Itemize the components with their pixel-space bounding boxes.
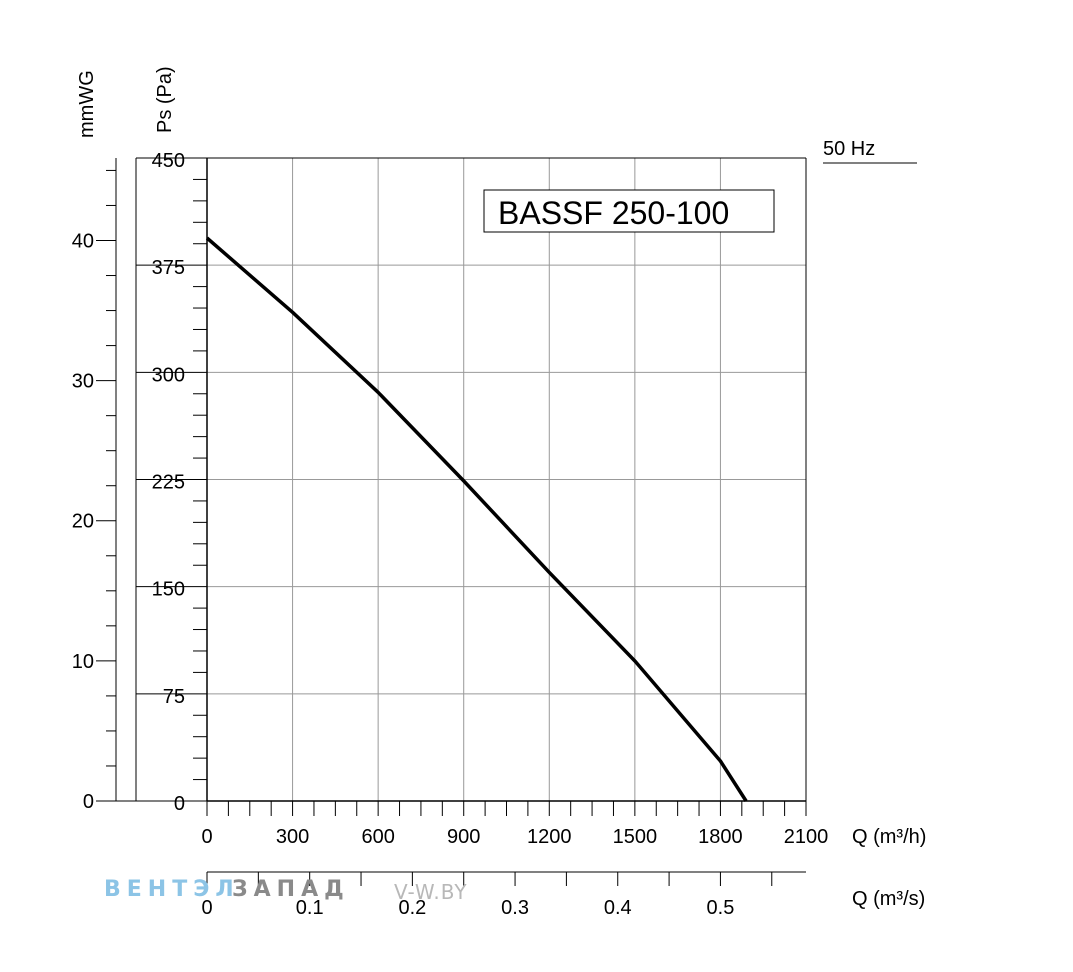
watermark-brand-blue: ВЕНТЭЛ <box>104 877 240 902</box>
axes <box>115 157 807 888</box>
x-tick-label: 1800 <box>698 826 743 848</box>
watermark-brand-gray: ЗАПАД <box>232 877 350 902</box>
tick-labels: 0 300 600 900 1200 1500 1800 210007515022530037… <box>72 150 829 919</box>
y-tick-label: 225 <box>152 472 185 494</box>
x2-tick-label: 0.3 <box>501 897 529 919</box>
y2-axis-label: mmWG <box>76 70 98 138</box>
y2-tick-label: 40 <box>72 230 94 252</box>
x-tick-label: 300 <box>276 826 309 848</box>
x-tick-label: 0 <box>201 826 212 848</box>
model-title: BASSF 250-100 <box>498 195 729 231</box>
x2-tick-label: 0.4 <box>604 897 632 919</box>
x2-tick-label: 0.2 <box>398 897 426 919</box>
y-tick-label: 150 <box>152 579 185 601</box>
y-axis-label: Ps (Pa) <box>154 66 176 133</box>
x-tick-label: 900 <box>447 826 480 848</box>
y-tick-label: 300 <box>152 364 185 386</box>
x-tick-label: 2100 <box>784 826 829 848</box>
y-tick-label: 0 <box>174 793 185 815</box>
grid-lines <box>207 158 806 801</box>
x2-axis-label: Q (m³/s) <box>852 888 925 910</box>
x-tick-label: 600 <box>361 826 394 848</box>
y2-tick-label: 0 <box>83 791 94 813</box>
y2-tick-label: 20 <box>72 511 94 533</box>
y-tick-label: 375 <box>152 257 185 279</box>
x-tick-label: 1500 <box>613 826 658 848</box>
y-tick-label: 75 <box>163 686 185 708</box>
y-tick-label: 450 <box>152 150 185 172</box>
frequency-label: 50 Hz <box>823 138 875 160</box>
y2-tick-label: 30 <box>72 371 94 393</box>
x2-tick-label: 0 <box>201 897 212 919</box>
x2-tick-label: 0.5 <box>707 897 735 919</box>
frequency-label-group: 50 Hz <box>823 138 917 164</box>
x-tick-label: 1200 <box>527 826 572 848</box>
watermark-site: V-W.BY <box>394 880 468 904</box>
model-title-box: BASSF 250-100 <box>483 189 775 233</box>
x2-tick-label: 0.1 <box>296 897 324 919</box>
y2-tick-label: 10 <box>72 651 94 673</box>
tick-marks <box>96 157 807 886</box>
performance-curve <box>205 236 748 802</box>
x-axis-label: Q (m³/h) <box>852 826 926 848</box>
